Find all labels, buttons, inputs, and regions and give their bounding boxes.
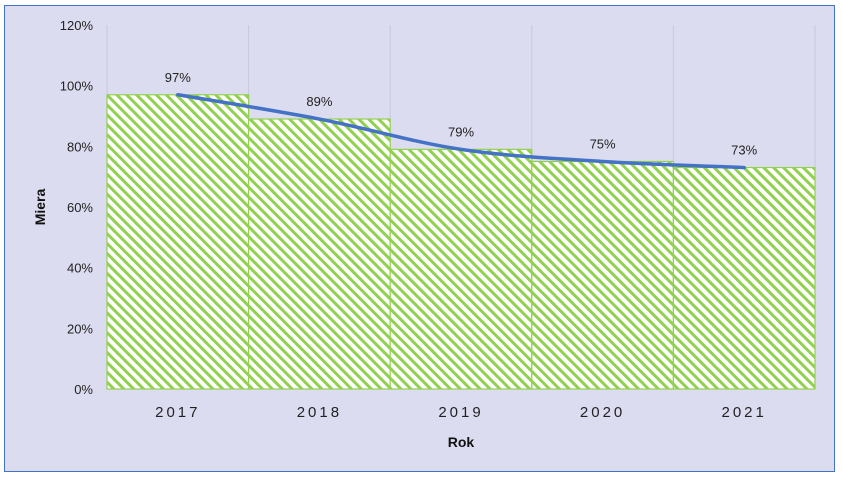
y-tick-label: 80% [67,139,93,154]
data-label-2018: 89% [306,94,332,109]
bar-2018 [248,118,391,390]
y-axis-label: Miera [32,189,48,226]
data-label-2019: 79% [448,124,474,139]
y-tick-label: 60% [67,200,93,215]
data-label-2021: 73% [731,143,757,158]
x-tick-label: 2018 [297,404,342,421]
x-tick-label: 2021 [722,404,767,421]
x-tick-label: 2020 [580,404,625,421]
bar-2019 [389,148,533,390]
trendline [176,93,746,170]
y-tick-label: 100% [60,79,94,94]
y-tick-label: 0% [74,382,93,397]
y-tick-label: 40% [67,261,93,276]
data-labels: 97% 89% 79% 75% 73% [165,70,758,158]
trendline-path [176,93,746,170]
y-axis-ticks: 0% 20% 40% 60% 80% 100% 120% [60,18,94,397]
data-label-2017: 97% [165,70,191,85]
x-axis-label: Rok [448,434,475,450]
x-axis-ticks: 2017 2018 2019 2020 2021 [155,404,767,421]
bar-2020 [531,160,674,390]
y-tick-label: 20% [67,321,93,336]
x-tick-label: 2017 [155,404,200,421]
x-tick-label: 2019 [438,404,483,421]
bar-2021 [672,166,816,390]
bar-2017 [106,94,250,390]
y-tick-label: 120% [60,18,94,33]
data-label-2020: 75% [590,137,616,152]
